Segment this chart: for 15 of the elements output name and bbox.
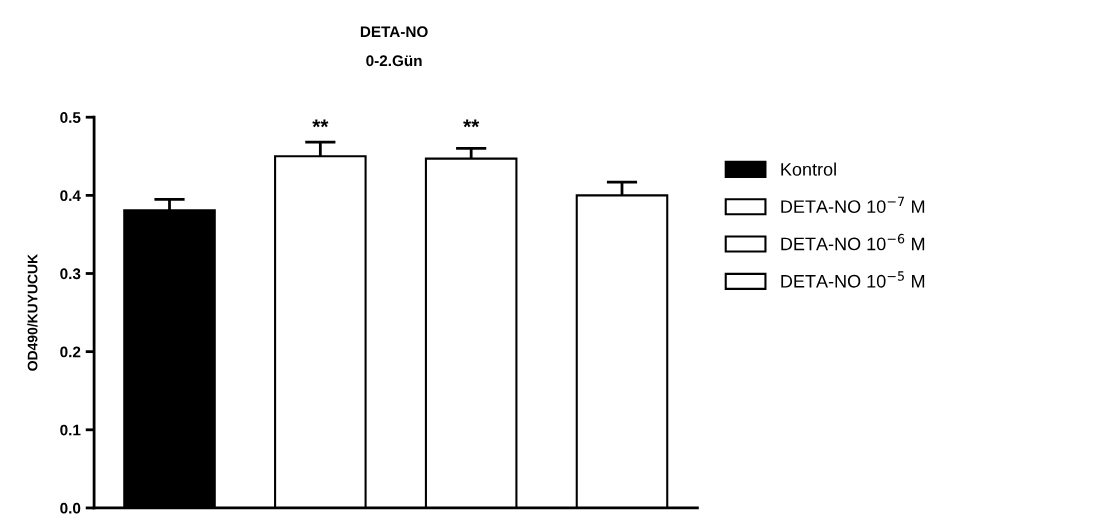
legend-label: DETA-NO 10$^{−7}$ M [781,196,925,213]
y-tick-label: 0.0 [60,502,81,514]
chart-title: DETA-NO [360,26,428,38]
legend-label: DETA-NO 10$^{−6}$ M [781,233,925,251]
y-tick-label: 0.1 [60,424,81,436]
y-tick-label: 0.3 [60,268,81,280]
y-tick-label: 0.5 [60,112,81,123]
y-tick-label: 0.2 [60,346,81,358]
legend-label: Kontrol [781,162,836,176]
annotation: ** [463,119,480,128]
y-axis-title: OD490/KUYUCUK [27,254,38,371]
chart-subtitle: 0-2.Gün [366,55,422,67]
legend-label: DETA-NO 10$^{−5}$ M [781,271,925,288]
annotation: ** [312,119,329,128]
y-tick-label: 0.4 [60,190,81,202]
